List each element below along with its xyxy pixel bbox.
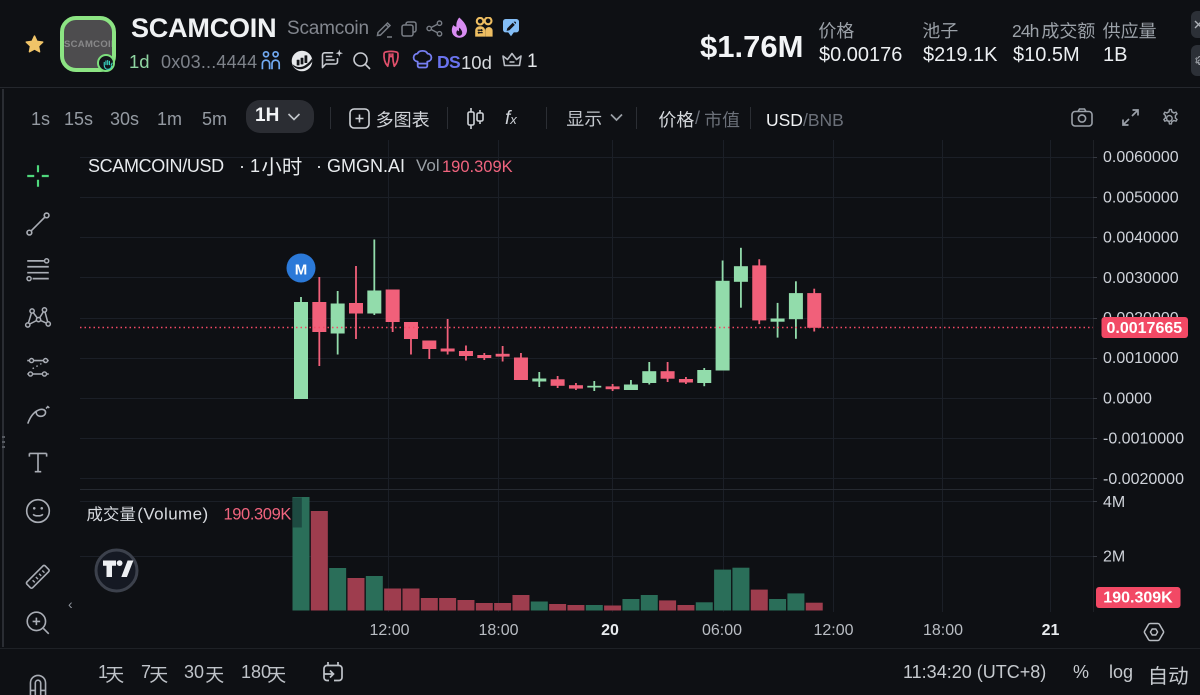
svg-text:(Volume): (Volume) bbox=[137, 505, 208, 524]
svg-text:0.0000: 0.0000 bbox=[1103, 390, 1152, 407]
svg-text:SCAMCOIN/USD: SCAMCOIN/USD bbox=[88, 156, 224, 176]
svg-text:Vol: Vol bbox=[416, 156, 440, 175]
svg-text:0.0040000: 0.0040000 bbox=[1103, 230, 1179, 247]
svg-text:M: M bbox=[295, 262, 308, 279]
svg-text:· GMGN.AI: · GMGN.AI bbox=[316, 156, 405, 176]
svg-text:190.309K: 190.309K bbox=[1103, 590, 1173, 607]
svg-text:2M: 2M bbox=[1103, 548, 1125, 565]
svg-text:· 1: · 1 bbox=[239, 156, 260, 176]
svg-text:0.0050000: 0.0050000 bbox=[1103, 189, 1179, 206]
svg-text:0.0017665: 0.0017665 bbox=[1107, 320, 1183, 337]
svg-text:4M: 4M bbox=[1103, 494, 1125, 511]
svg-text:0.0030000: 0.0030000 bbox=[1103, 270, 1179, 287]
svg-text:190.309K: 190.309K bbox=[224, 506, 292, 524]
svg-text:190.309K: 190.309K bbox=[442, 158, 513, 176]
svg-text:0.0010000: 0.0010000 bbox=[1103, 350, 1179, 367]
svg-text:-0.0020000: -0.0020000 bbox=[1103, 471, 1184, 488]
svg-text:-0.0010000: -0.0010000 bbox=[1103, 431, 1184, 448]
svg-text:0.0060000: 0.0060000 bbox=[1103, 149, 1179, 166]
